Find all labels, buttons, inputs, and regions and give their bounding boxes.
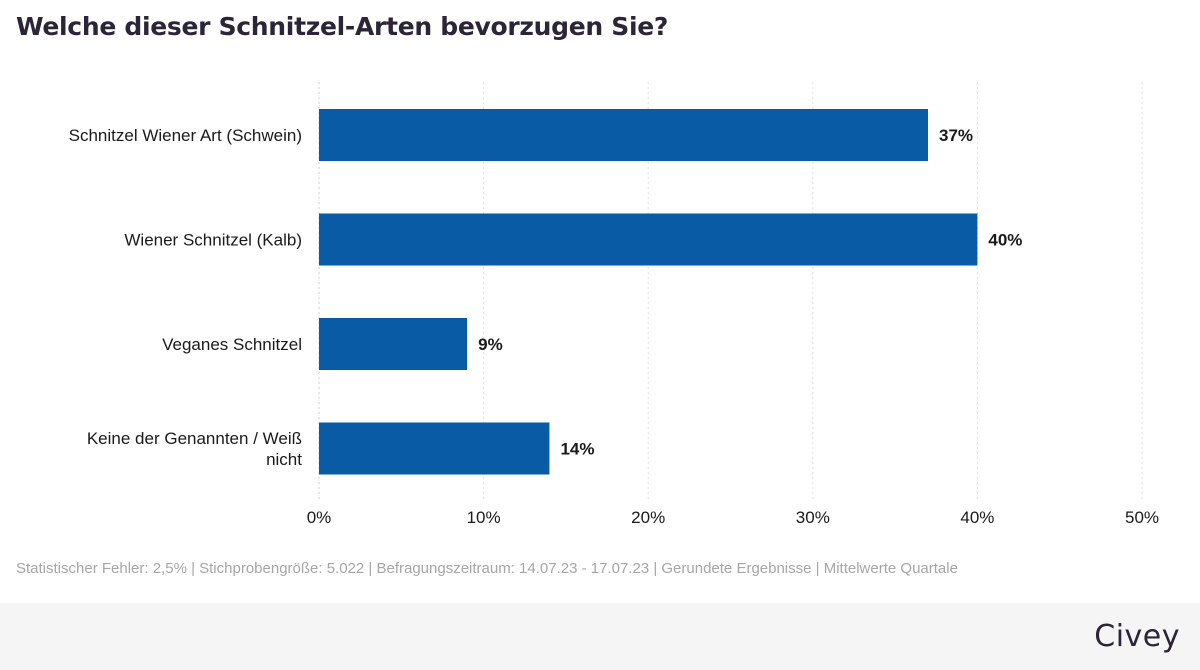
category-label: nicht: [266, 450, 302, 469]
bar-value-label: 40%: [988, 231, 1022, 250]
bar-value-label: 37%: [939, 126, 973, 145]
footer-bar: Civey: [0, 603, 1200, 670]
bar: [319, 213, 978, 266]
category-label: Veganes Schnitzel: [162, 335, 302, 354]
category-label: Schnitzel Wiener Art (Schwein): [69, 126, 302, 145]
bar-chart: 0% 10% 20% 30% 40% 50% 37% Schnitzel Wiener Art…: [69, 82, 1159, 527]
bar: [319, 109, 929, 161]
category-label: Wiener Schnitzel (Kalb): [124, 231, 302, 250]
category-label: Keine der Genannten / Weiß: [87, 429, 302, 448]
x-tick-label: 20%: [631, 508, 665, 527]
bar-value-label: 14%: [560, 440, 594, 459]
bar: [319, 318, 468, 370]
x-tick-label: 40%: [960, 508, 994, 527]
x-tick-label: 30%: [796, 508, 830, 527]
chart-footnote: Statistischer Fehler: 2,5% | Stichproben…: [16, 560, 958, 577]
x-tick-label: 10%: [467, 508, 501, 527]
x-tick-label: 50%: [1125, 508, 1159, 527]
x-tick-label: 0%: [307, 508, 332, 527]
civey-logo: Civey: [1094, 619, 1180, 654]
bar: [319, 422, 550, 475]
chart-title: Welche dieser Schnitzel-Arten bevorzugen…: [16, 12, 669, 41]
bar-value-label: 9%: [478, 335, 503, 354]
